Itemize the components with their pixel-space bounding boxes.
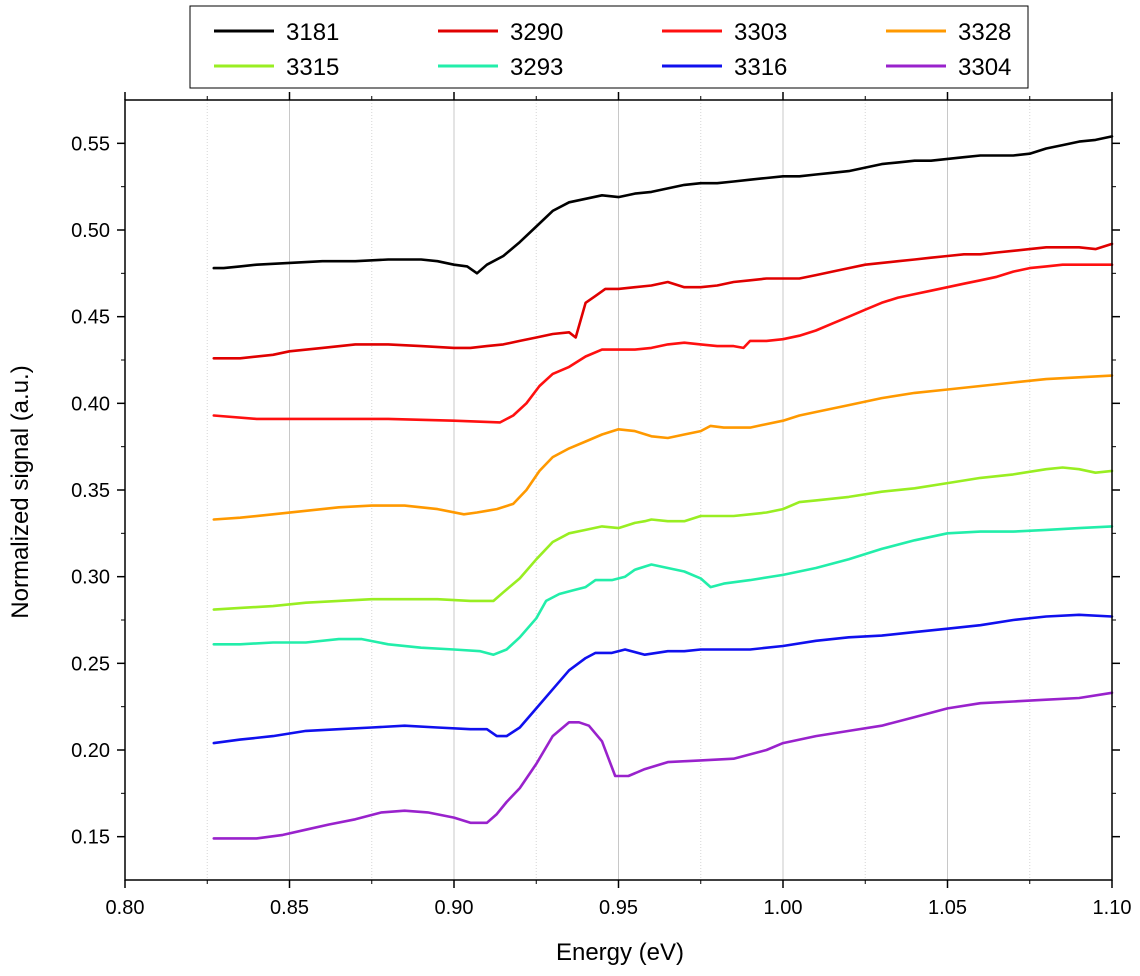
x-tick-label: 0.90 — [435, 897, 474, 919]
legend-label-3328: 3328 — [958, 19, 1011, 46]
series-line-3290 — [212, 242, 1114, 360]
series-line-3293 — [212, 525, 1114, 656]
series-line-3316 — [212, 613, 1114, 745]
x-tick-label: 0.95 — [599, 897, 638, 919]
x-tick-label: 1.10 — [1093, 897, 1132, 919]
legend-label-3316: 3316 — [734, 54, 787, 81]
legend: 3181 3290 3303 3328 3315 3293 3316 3304 — [189, 5, 1029, 89]
legend-label-3304: 3304 — [958, 54, 1011, 81]
series-line-3328 — [212, 374, 1114, 521]
legend-label-3303: 3303 — [734, 19, 787, 46]
legend-label-3181: 3181 — [286, 19, 339, 46]
x-tick-label: 1.00 — [764, 897, 803, 919]
legend-box — [189, 5, 1029, 89]
x-tick-label: 1.05 — [928, 897, 967, 919]
series-line-3303 — [212, 263, 1114, 424]
series-line-3181 — [212, 135, 1114, 275]
legend-label-3290: 3290 — [510, 19, 563, 46]
y-axis: 0.15 0.20 0.25 0.30 0.35 0.40 0.45 0.50 0.55 — [71, 133, 1120, 849]
y-tick-label: 0.25 — [71, 653, 110, 675]
legend-label-3315: 3315 — [286, 54, 339, 81]
series-line-3315 — [212, 466, 1114, 611]
legend-label-3293: 3293 — [510, 54, 563, 81]
x-tick-label: 0.85 — [270, 897, 309, 919]
y-tick-label: 0.55 — [71, 133, 110, 155]
y-tick-label: 0.35 — [71, 480, 110, 502]
series-lines — [212, 135, 1114, 840]
series-line-3304 — [212, 691, 1114, 840]
y-tick-label: 0.50 — [71, 220, 110, 242]
y-axis-title: Normalized signal (a.u.) — [7, 365, 34, 618]
x-axis-title: Energy (eV) — [556, 939, 684, 966]
y-tick-label: 0.30 — [71, 567, 110, 589]
grid-lines — [206, 100, 1031, 880]
x-tick-label: 0.80 — [106, 897, 145, 919]
x-axis: 0.80 0.85 0.90 0.95 1.00 1.05 1.10 — [106, 92, 1132, 919]
y-tick-label: 0.45 — [71, 307, 110, 329]
y-tick-label: 0.40 — [71, 393, 110, 415]
y-tick-label: 0.20 — [71, 740, 110, 762]
y-tick-label: 0.15 — [71, 827, 110, 849]
